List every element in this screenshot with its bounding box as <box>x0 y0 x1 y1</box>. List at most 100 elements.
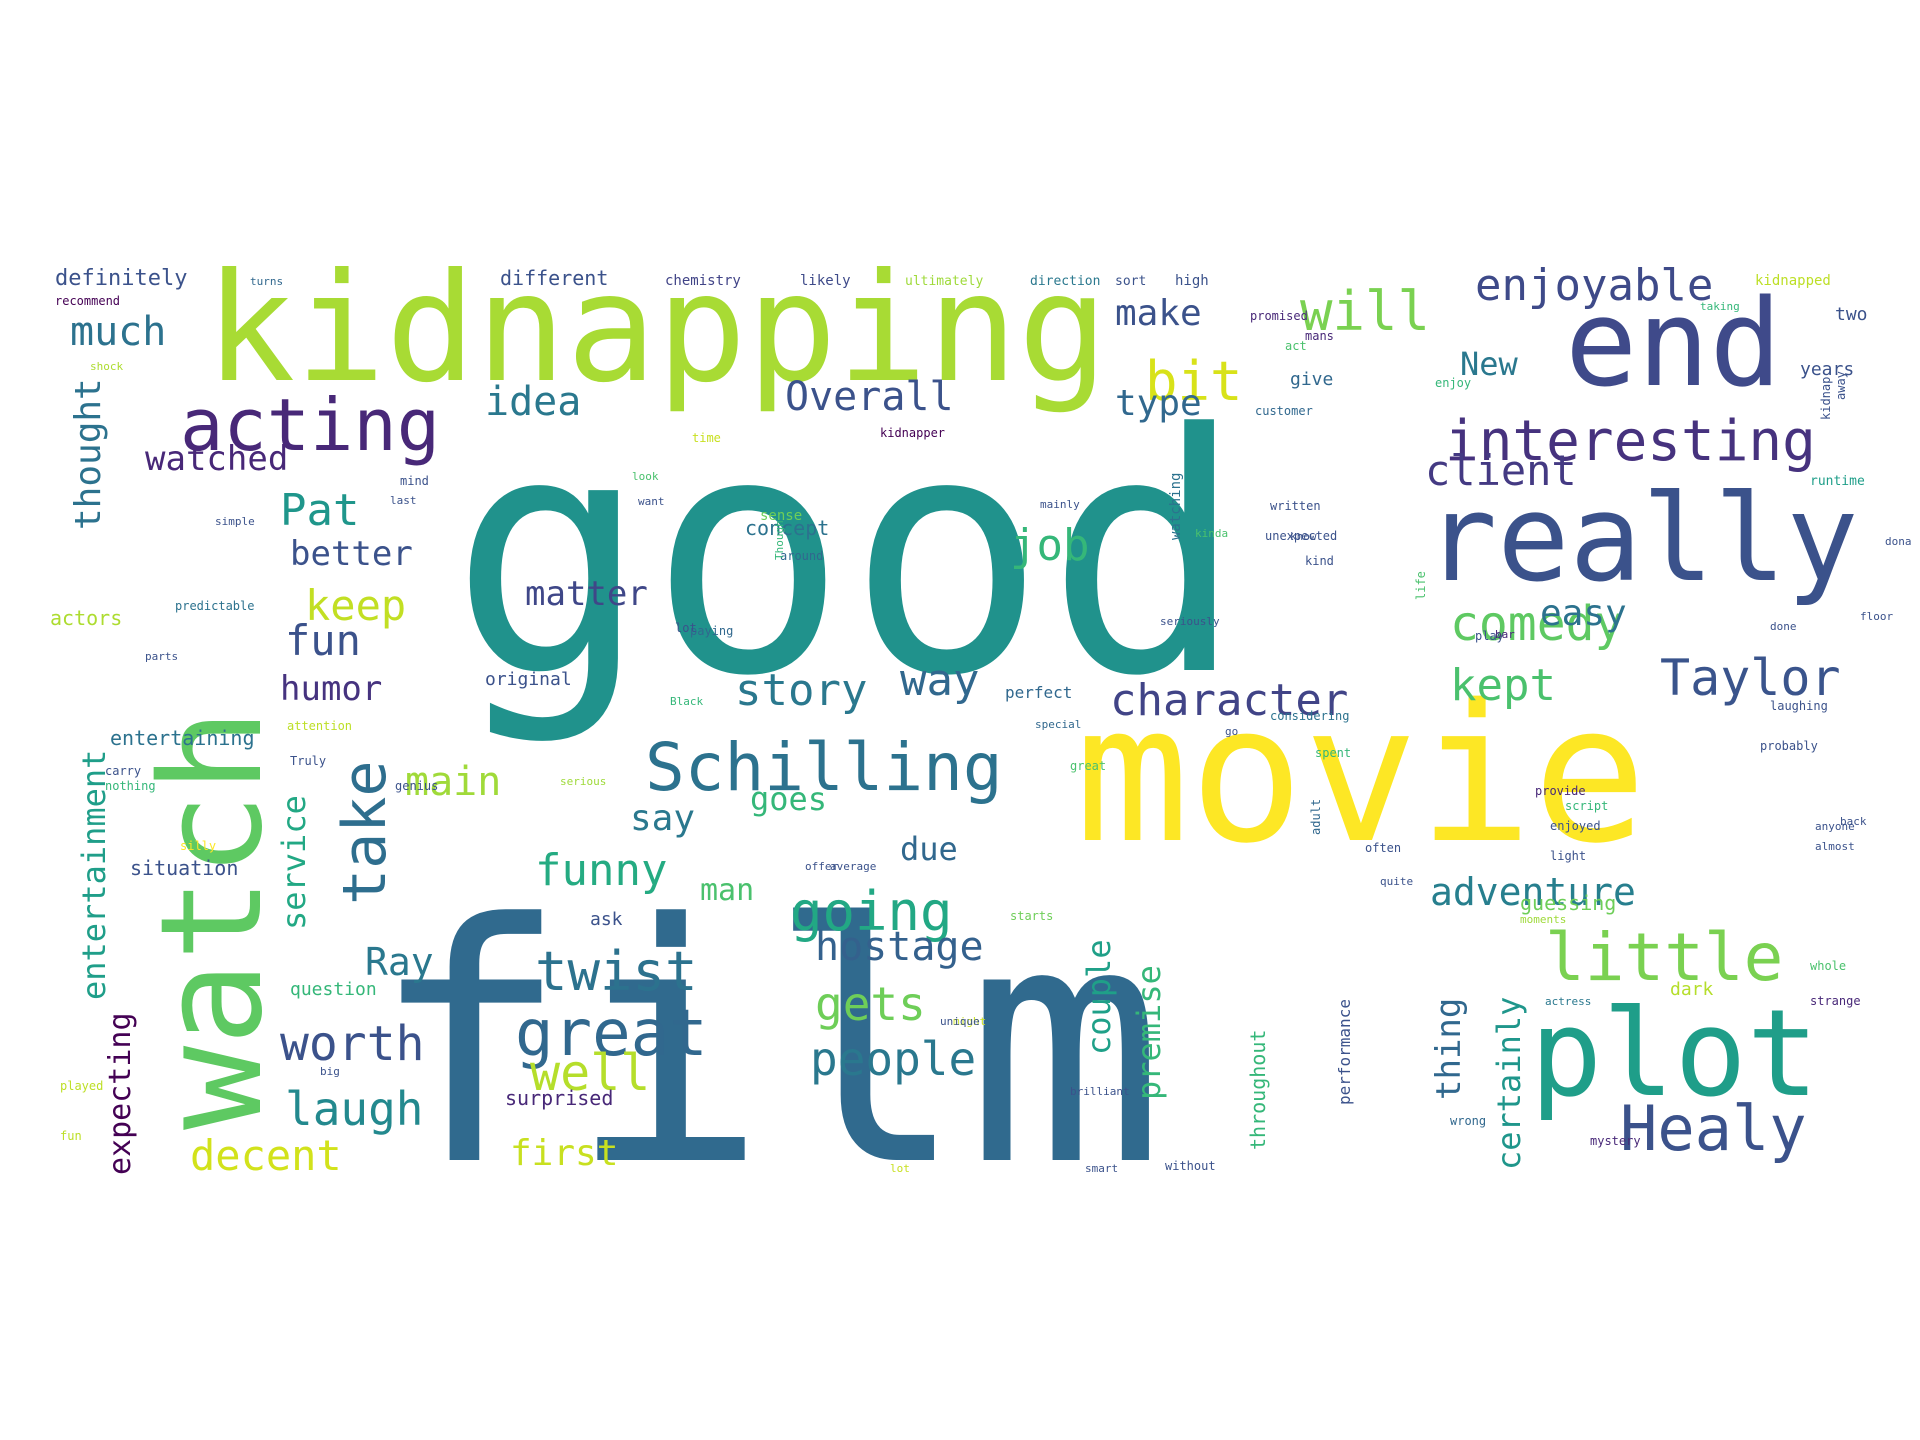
cloud-word: years <box>1800 359 1854 380</box>
cloud-word: story <box>735 665 867 716</box>
cloud-word: Pat <box>280 485 359 536</box>
cloud-word: nothing <box>105 779 156 793</box>
cloud-word: matter <box>525 574 648 614</box>
cloud-word: good <box>450 364 1245 748</box>
cloud-word: throughout <box>1246 1030 1270 1150</box>
cloud-word: average <box>830 860 876 873</box>
cloud-word: adventure <box>1430 870 1636 914</box>
cloud-word: without <box>1165 1159 1216 1173</box>
cloud-word: service <box>275 795 313 930</box>
cloud-word: Though <box>773 520 786 560</box>
cloud-word: light <box>1550 849 1586 863</box>
cloud-word: plot <box>1530 985 1819 1124</box>
cloud-word: starts <box>1010 909 1053 923</box>
cloud-word: first <box>510 1133 618 1174</box>
cloud-word: enjoyed <box>1550 819 1601 833</box>
cloud-word: genius <box>395 779 438 793</box>
cloud-word: going <box>790 880 953 943</box>
cloud-word: shock <box>90 360 123 373</box>
cloud-word: whole <box>1810 959 1846 973</box>
cloud-word: idea <box>485 379 581 425</box>
cloud-word: taking <box>1700 300 1740 313</box>
cloud-word: original <box>485 669 572 690</box>
cloud-word: often <box>1365 841 1401 855</box>
cloud-word: adult <box>1309 799 1323 835</box>
cloud-word: played <box>60 1079 103 1093</box>
cloud-word: offer <box>805 860 838 873</box>
cloud-word: bar <box>1495 628 1515 641</box>
cloud-word: lot <box>890 1162 910 1175</box>
cloud-word: likely <box>800 273 851 289</box>
cloud-word: worth <box>280 1016 425 1072</box>
cloud-word: expecting <box>103 1012 138 1175</box>
cloud-word: wrong <box>1450 1114 1486 1128</box>
cloud-word: customer <box>1255 404 1313 418</box>
cloud-word: movie <box>1075 664 1647 885</box>
cloud-word: back <box>1840 815 1867 828</box>
cloud-word: moments <box>1520 913 1566 926</box>
cloud-word: will <box>1300 280 1430 343</box>
cloud-word: know <box>1290 530 1317 543</box>
cloud-word: brilliant <box>1070 1085 1130 1098</box>
cloud-word: kinda <box>1195 527 1228 540</box>
cloud-word: parts <box>145 650 178 663</box>
cloud-word: look <box>632 470 659 483</box>
cloud-word: Ray <box>365 940 434 984</box>
cloud-word: act <box>1285 339 1307 353</box>
cloud-word: fun <box>60 1129 82 1143</box>
cloud-word: job <box>1010 520 1089 571</box>
cloud-word: play <box>1475 629 1504 643</box>
cloud-word: thing <box>1429 998 1469 1100</box>
cloud-word: chemistry <box>665 273 741 289</box>
cloud-word: want <box>638 495 665 508</box>
cloud-word: attention <box>287 719 352 733</box>
cloud-word: easy <box>1540 593 1627 634</box>
cloud-word: smart <box>1085 1162 1118 1175</box>
cloud-word: New <box>1460 345 1519 383</box>
cloud-word: silly <box>180 839 216 853</box>
cloud-word: couple <box>1080 939 1118 1055</box>
cloud-word: much <box>70 309 166 355</box>
cloud-word: runtime <box>1810 474 1865 489</box>
cloud-word: written <box>1270 499 1321 513</box>
cloud-word: twist <box>535 940 698 1003</box>
cloud-word: direction <box>1030 274 1100 289</box>
cloud-word: kidnapping <box>205 242 1108 416</box>
cloud-word: spent <box>1315 746 1351 760</box>
cloud-word: almost <box>1815 840 1855 853</box>
cloud-word: kidnap <box>1819 377 1833 420</box>
cloud-word: probably <box>1760 739 1818 753</box>
cloud-word: might <box>953 1015 986 1028</box>
cloud-word: two <box>1835 304 1868 325</box>
cloud-word: sense <box>760 508 802 524</box>
cloud-word: guessing <box>1520 891 1616 915</box>
cloud-word: life <box>1414 571 1428 600</box>
cloud-word: Taylor <box>1660 649 1841 707</box>
cloud-word: hostage <box>815 924 984 970</box>
cloud-word: special <box>1035 718 1081 731</box>
cloud-word: man <box>700 873 754 908</box>
cloud-word: paying <box>690 624 733 638</box>
cloud-word: premise <box>1130 965 1168 1100</box>
cloud-word: kind <box>1305 554 1334 568</box>
cloud-word: entertainment <box>75 750 113 1000</box>
cloud-word: seriously <box>1160 615 1220 628</box>
cloud-word: humor <box>280 669 382 709</box>
cloud-word: Schilling <box>645 729 1003 806</box>
cloud-word: funny <box>535 845 667 896</box>
cloud-word: concept <box>745 516 829 540</box>
cloud-word: definitely <box>55 266 187 291</box>
cloud-word: make <box>1115 293 1202 334</box>
cloud-word: promised <box>1250 309 1308 323</box>
cloud-word: last <box>390 494 417 507</box>
cloud-word: little <box>1545 919 1783 996</box>
cloud-word: film <box>370 854 1165 1238</box>
cloud-word: lot <box>675 621 697 635</box>
cloud-word: great <box>1070 759 1106 773</box>
cloud-word: strange <box>1810 994 1861 1008</box>
cloud-word: watched <box>145 439 288 479</box>
cloud-word: Truly <box>290 754 326 768</box>
cloud-word: serious <box>560 775 606 788</box>
cloud-word: away <box>1834 371 1848 400</box>
cloud-word: carry <box>105 764 141 778</box>
